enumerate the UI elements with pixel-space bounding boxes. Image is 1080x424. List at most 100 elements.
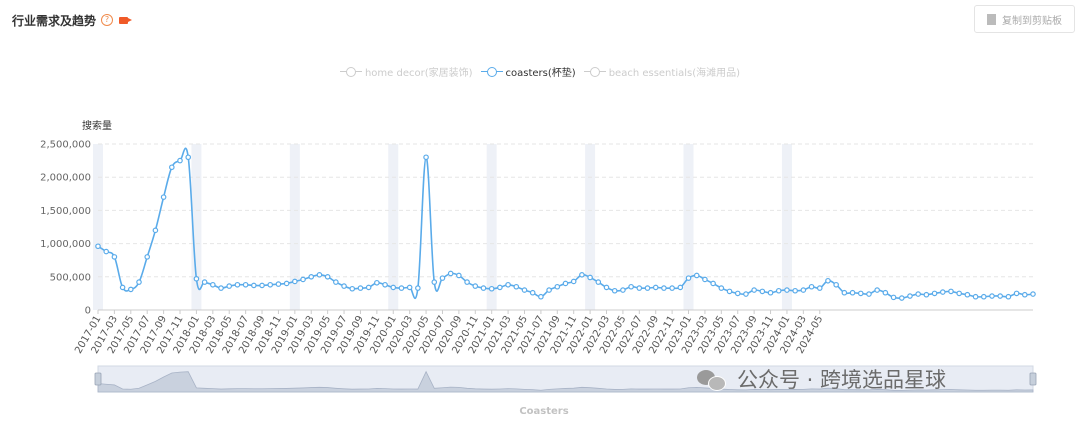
data-point[interactable] bbox=[275, 281, 282, 287]
data-point[interactable] bbox=[989, 293, 995, 299]
data-point[interactable] bbox=[267, 281, 274, 288]
data-point[interactable] bbox=[759, 288, 766, 295]
data-point[interactable] bbox=[661, 285, 667, 291]
data-point[interactable] bbox=[472, 283, 479, 289]
data-point[interactable] bbox=[423, 154, 429, 161]
video-camera-icon[interactable] bbox=[119, 16, 133, 24]
data-point[interactable] bbox=[956, 290, 962, 297]
data-point[interactable] bbox=[185, 154, 192, 161]
data-point[interactable] bbox=[866, 291, 872, 297]
data-point[interactable] bbox=[357, 285, 364, 291]
data-point[interactable] bbox=[857, 290, 864, 297]
data-point[interactable] bbox=[324, 273, 331, 280]
data-point[interactable] bbox=[226, 283, 233, 289]
data-point[interactable] bbox=[497, 284, 503, 291]
data-point[interactable] bbox=[980, 293, 987, 300]
data-point[interactable] bbox=[152, 227, 159, 234]
data-point[interactable] bbox=[218, 285, 224, 291]
data-point[interactable] bbox=[201, 279, 208, 285]
data-point[interactable] bbox=[242, 281, 249, 288]
data-point[interactable] bbox=[210, 281, 216, 288]
data-point[interactable] bbox=[890, 294, 897, 301]
data-point[interactable] bbox=[177, 157, 183, 164]
data-point[interactable] bbox=[300, 276, 306, 283]
data-point[interactable] bbox=[308, 273, 315, 280]
data-point[interactable] bbox=[784, 287, 790, 293]
data-point[interactable] bbox=[283, 280, 290, 287]
data-point[interactable] bbox=[259, 282, 265, 289]
data-point[interactable] bbox=[775, 287, 782, 294]
data-point[interactable] bbox=[439, 275, 446, 281]
data-point[interactable] bbox=[365, 284, 372, 291]
data-point[interactable] bbox=[882, 289, 889, 296]
data-point[interactable] bbox=[907, 293, 913, 299]
legend-item-beach-essentials[interactable]: beach essentials(海滩用品) bbox=[583, 64, 740, 79]
data-point[interactable] bbox=[685, 275, 692, 281]
data-point[interactable] bbox=[800, 287, 807, 293]
data-point[interactable] bbox=[972, 293, 979, 300]
data-point[interactable] bbox=[570, 278, 577, 285]
data-point[interactable] bbox=[128, 286, 134, 293]
data-point[interactable] bbox=[406, 284, 413, 291]
data-point[interactable] bbox=[874, 287, 880, 293]
data-point[interactable] bbox=[620, 287, 626, 293]
data-point[interactable] bbox=[316, 272, 323, 278]
data-point[interactable] bbox=[677, 284, 684, 291]
legend-item-coasters[interactable]: coasters(杯垫) bbox=[480, 64, 576, 79]
data-point[interactable] bbox=[693, 272, 700, 279]
data-point[interactable] bbox=[488, 285, 495, 292]
data-point[interactable] bbox=[587, 274, 593, 281]
data-point[interactable] bbox=[743, 291, 749, 297]
data-point[interactable] bbox=[1030, 291, 1036, 297]
data-point[interactable] bbox=[538, 293, 544, 300]
data-point[interactable] bbox=[767, 289, 774, 296]
data-point[interactable] bbox=[726, 288, 733, 295]
data-point[interactable] bbox=[505, 281, 511, 288]
data-point[interactable] bbox=[898, 295, 905, 301]
data-point[interactable] bbox=[1021, 291, 1028, 298]
data-point[interactable] bbox=[193, 275, 200, 282]
data-point[interactable] bbox=[644, 285, 651, 291]
data-point[interactable] bbox=[144, 254, 151, 260]
data-point[interactable] bbox=[160, 194, 167, 200]
data-point[interactable] bbox=[997, 293, 1003, 299]
data-point[interactable] bbox=[398, 285, 405, 291]
data-point[interactable] bbox=[734, 290, 741, 297]
data-point[interactable] bbox=[374, 279, 380, 286]
data-point[interactable] bbox=[948, 288, 954, 295]
data-point[interactable] bbox=[513, 283, 520, 290]
data-point[interactable] bbox=[751, 287, 757, 293]
data-point[interactable] bbox=[1005, 293, 1012, 300]
data-point[interactable] bbox=[456, 272, 462, 279]
data-point[interactable] bbox=[103, 248, 110, 255]
data-point[interactable] bbox=[579, 272, 585, 278]
data-point[interactable] bbox=[964, 291, 971, 298]
data-point[interactable] bbox=[939, 289, 946, 295]
data-point[interactable] bbox=[554, 283, 561, 290]
data-point[interactable] bbox=[702, 276, 708, 283]
data-point[interactable] bbox=[390, 284, 397, 291]
data-point[interactable] bbox=[652, 284, 659, 291]
data-point[interactable] bbox=[251, 282, 257, 289]
data-point[interactable] bbox=[136, 279, 142, 285]
data-point[interactable] bbox=[529, 289, 536, 296]
data-point[interactable] bbox=[111, 254, 118, 260]
data-point[interactable] bbox=[636, 285, 643, 291]
data-point[interactable] bbox=[595, 279, 602, 285]
data-point[interactable] bbox=[923, 291, 930, 298]
data-point[interactable] bbox=[628, 283, 634, 290]
data-point[interactable] bbox=[669, 285, 675, 291]
data-point[interactable] bbox=[119, 284, 126, 291]
data-point[interactable] bbox=[611, 287, 618, 294]
data-point[interactable] bbox=[1013, 290, 1020, 297]
data-point[interactable] bbox=[562, 280, 569, 287]
data-point[interactable] bbox=[521, 287, 528, 293]
data-point[interactable] bbox=[234, 281, 241, 288]
data-point[interactable] bbox=[718, 285, 725, 291]
legend-item-home-decor[interactable]: home decor(家居装饰) bbox=[339, 64, 473, 79]
data-point[interactable] bbox=[341, 283, 347, 289]
data-point[interactable] bbox=[825, 277, 831, 284]
data-point[interactable] bbox=[808, 283, 815, 290]
data-point[interactable] bbox=[915, 291, 921, 297]
data-point[interactable] bbox=[931, 290, 938, 297]
